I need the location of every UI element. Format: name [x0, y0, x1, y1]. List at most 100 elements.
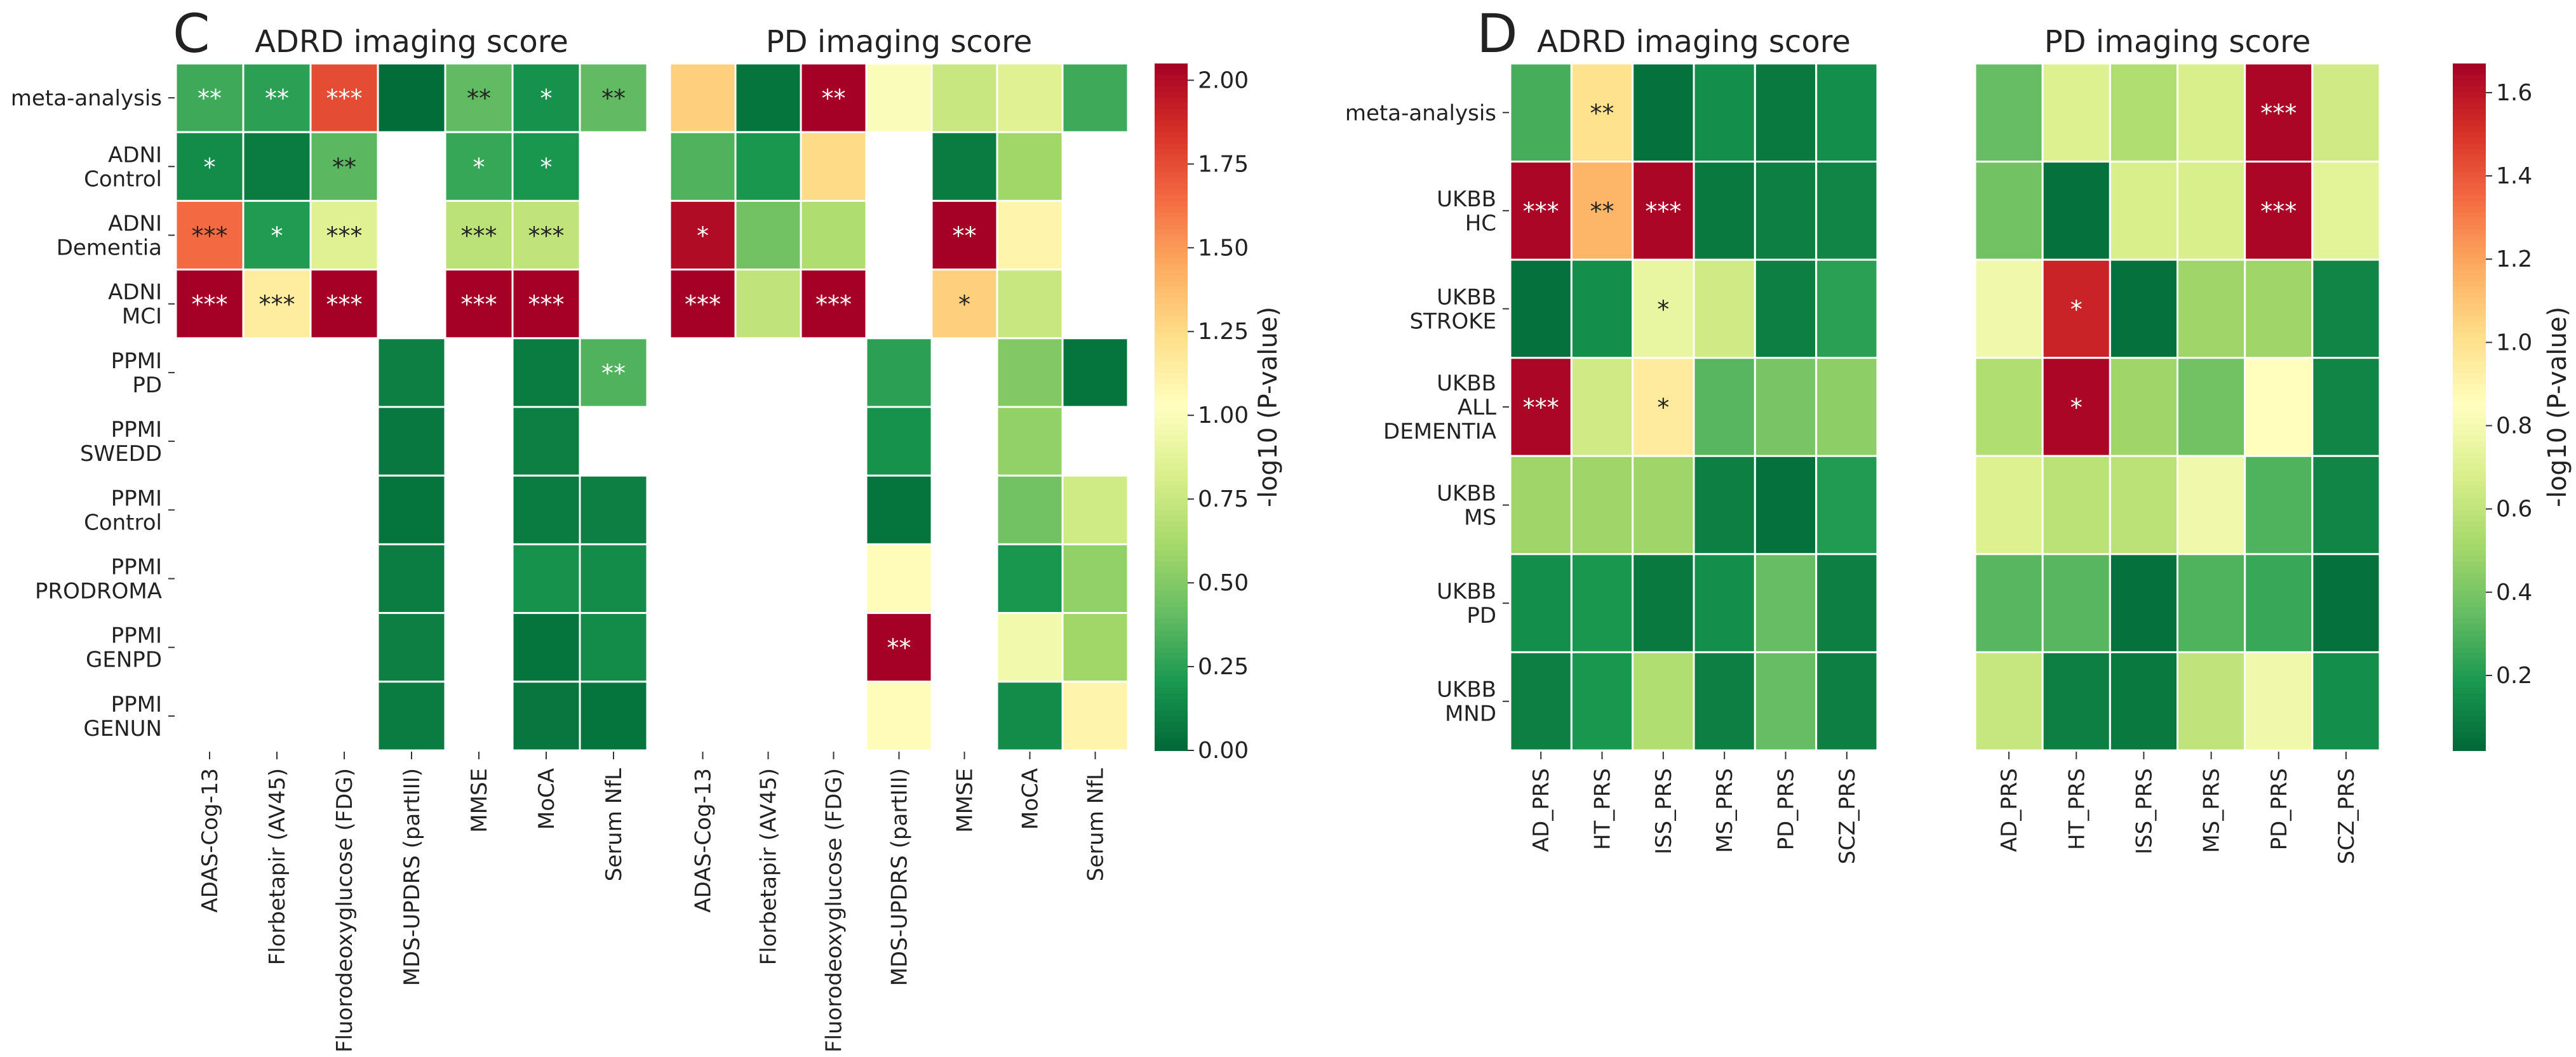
heatmap-cell — [1815, 161, 1879, 261]
colorbar-segment — [1155, 567, 1188, 574]
heatmap-cell — [1509, 258, 1573, 359]
colorbar-segment — [1155, 475, 1188, 482]
heatmap-cell — [579, 337, 648, 408]
colorbar-segment — [2453, 418, 2486, 425]
colorbar-segment — [2453, 670, 2486, 677]
colorbar-tick-label: 1.6 — [2496, 80, 2532, 106]
heatmap-cell — [1570, 357, 1634, 457]
colorbar-segment — [2453, 693, 2486, 700]
colorbar-segment — [2453, 510, 2486, 517]
colorbar-segment — [2453, 721, 2486, 728]
significance-label: * — [540, 84, 553, 112]
colorbar-segment — [2453, 246, 2486, 253]
colorbar-segment — [1155, 349, 1188, 356]
heatmap-cell — [2311, 553, 2381, 653]
heatmap-cell — [511, 543, 581, 615]
colorbar-tick-label: 1.00 — [1198, 402, 1249, 429]
heatmap-cell — [1061, 612, 1129, 683]
significance-label: ** — [601, 84, 626, 112]
column-label: Fluorodeoxyglucose (FDG) — [822, 768, 847, 1053]
significance-label: * — [204, 153, 216, 181]
colorbar-segment — [2453, 343, 2486, 350]
colorbar-segment — [2453, 395, 2486, 402]
heatmap-cell — [2244, 455, 2314, 555]
colorbar-segment — [1155, 738, 1188, 745]
significance-label: ** — [198, 84, 222, 112]
colorbar-tick-label: 0.2 — [2496, 663, 2532, 689]
colorbar-segment — [2453, 63, 2486, 70]
colorbar-segment — [1155, 550, 1188, 557]
heatmap-cell — [242, 62, 312, 133]
colorbar-segment — [1155, 292, 1188, 299]
row-label: PPMI PD — [111, 349, 162, 398]
colorbar-segment — [2453, 189, 2486, 196]
colorbar-segment — [1155, 132, 1188, 139]
heatmap-cell — [309, 131, 379, 202]
column-label: MDS-UPDRS (partIII) — [399, 768, 425, 986]
colorbar-segment — [1155, 424, 1188, 431]
heatmap-cell — [511, 681, 581, 752]
heatmap-cell — [1509, 455, 1573, 555]
colorbar-tick-label: 0.4 — [2496, 580, 2532, 606]
column-label: AD_PRS — [1529, 768, 1554, 852]
row-label: ADNI Control — [84, 142, 162, 192]
heatmap-cell — [1974, 357, 2044, 457]
colorbar-tick-label: 0.6 — [2496, 496, 2532, 522]
colorbar-segment — [1155, 681, 1188, 688]
colorbar-segment — [1155, 218, 1188, 225]
colorbar-segment — [2453, 584, 2486, 591]
significance-label: *** — [685, 291, 721, 319]
heatmap-cell — [309, 269, 379, 340]
colorbar-segment — [1155, 75, 1188, 82]
colorbar-segment — [1155, 561, 1188, 568]
colorbar-segment — [1155, 658, 1188, 665]
heatmap-cell — [1632, 651, 1695, 752]
significance-label: * — [473, 153, 485, 181]
significance-label: *** — [326, 222, 363, 250]
colorbar-segment — [1155, 573, 1188, 580]
heatmap-cell — [511, 131, 581, 202]
colorbar-segment — [2453, 126, 2486, 133]
heatmap-cell — [242, 269, 312, 340]
colorbar-segment — [1155, 321, 1188, 328]
heatmap-cell — [1509, 357, 1573, 457]
colorbar-segment — [1155, 201, 1188, 208]
heatmap-cell — [377, 474, 446, 545]
colorbar-tick-label: 2.00 — [1198, 67, 1249, 93]
heatmap-cell — [1632, 258, 1695, 359]
heatmap-cell — [2311, 651, 2381, 752]
colorbar-segment — [2453, 521, 2486, 528]
colorbar-segment — [2453, 515, 2486, 522]
colorbar-segment — [2453, 121, 2486, 128]
heatmap-cell — [1632, 553, 1695, 653]
colorbar-segment — [2453, 464, 2486, 471]
colorbar-tick-label: 1.2 — [2496, 246, 2532, 272]
colorbar-segment — [2453, 281, 2486, 288]
colorbar-segment — [1155, 527, 1188, 534]
colorbar-segment — [2453, 269, 2486, 276]
colorbar-segment — [2453, 555, 2486, 562]
colorbar-segment — [2453, 315, 2486, 322]
colorbar-segment — [2453, 681, 2486, 688]
significance-label: * — [1657, 394, 1669, 422]
heatmap-cell — [1754, 455, 1818, 555]
heatmap-cell — [1570, 455, 1634, 555]
colorbar-segment — [2453, 613, 2486, 620]
heatmap-cell — [2109, 651, 2178, 752]
colorbar-segment — [1155, 458, 1188, 465]
colorbar-segment — [1155, 470, 1188, 477]
colorbar-label: -log10 (P-value) — [2543, 307, 2572, 507]
colorbar-segment — [1155, 298, 1188, 305]
colorbar-segment — [2453, 383, 2486, 390]
heatmap-title: PD imaging score — [2044, 24, 2311, 60]
heatmap-cell — [1693, 258, 1756, 359]
heatmap-cell — [1570, 553, 1634, 653]
colorbar-segment — [1155, 693, 1188, 700]
colorbar-segment — [1155, 315, 1188, 322]
column-label: MS_PRS — [1712, 768, 1738, 853]
colorbar-segment — [2453, 292, 2486, 299]
heatmap-cell — [579, 681, 648, 752]
heatmap-cell — [2041, 651, 2111, 752]
heatmap-cell — [996, 337, 1064, 408]
heatmap-cell — [2311, 357, 2381, 457]
